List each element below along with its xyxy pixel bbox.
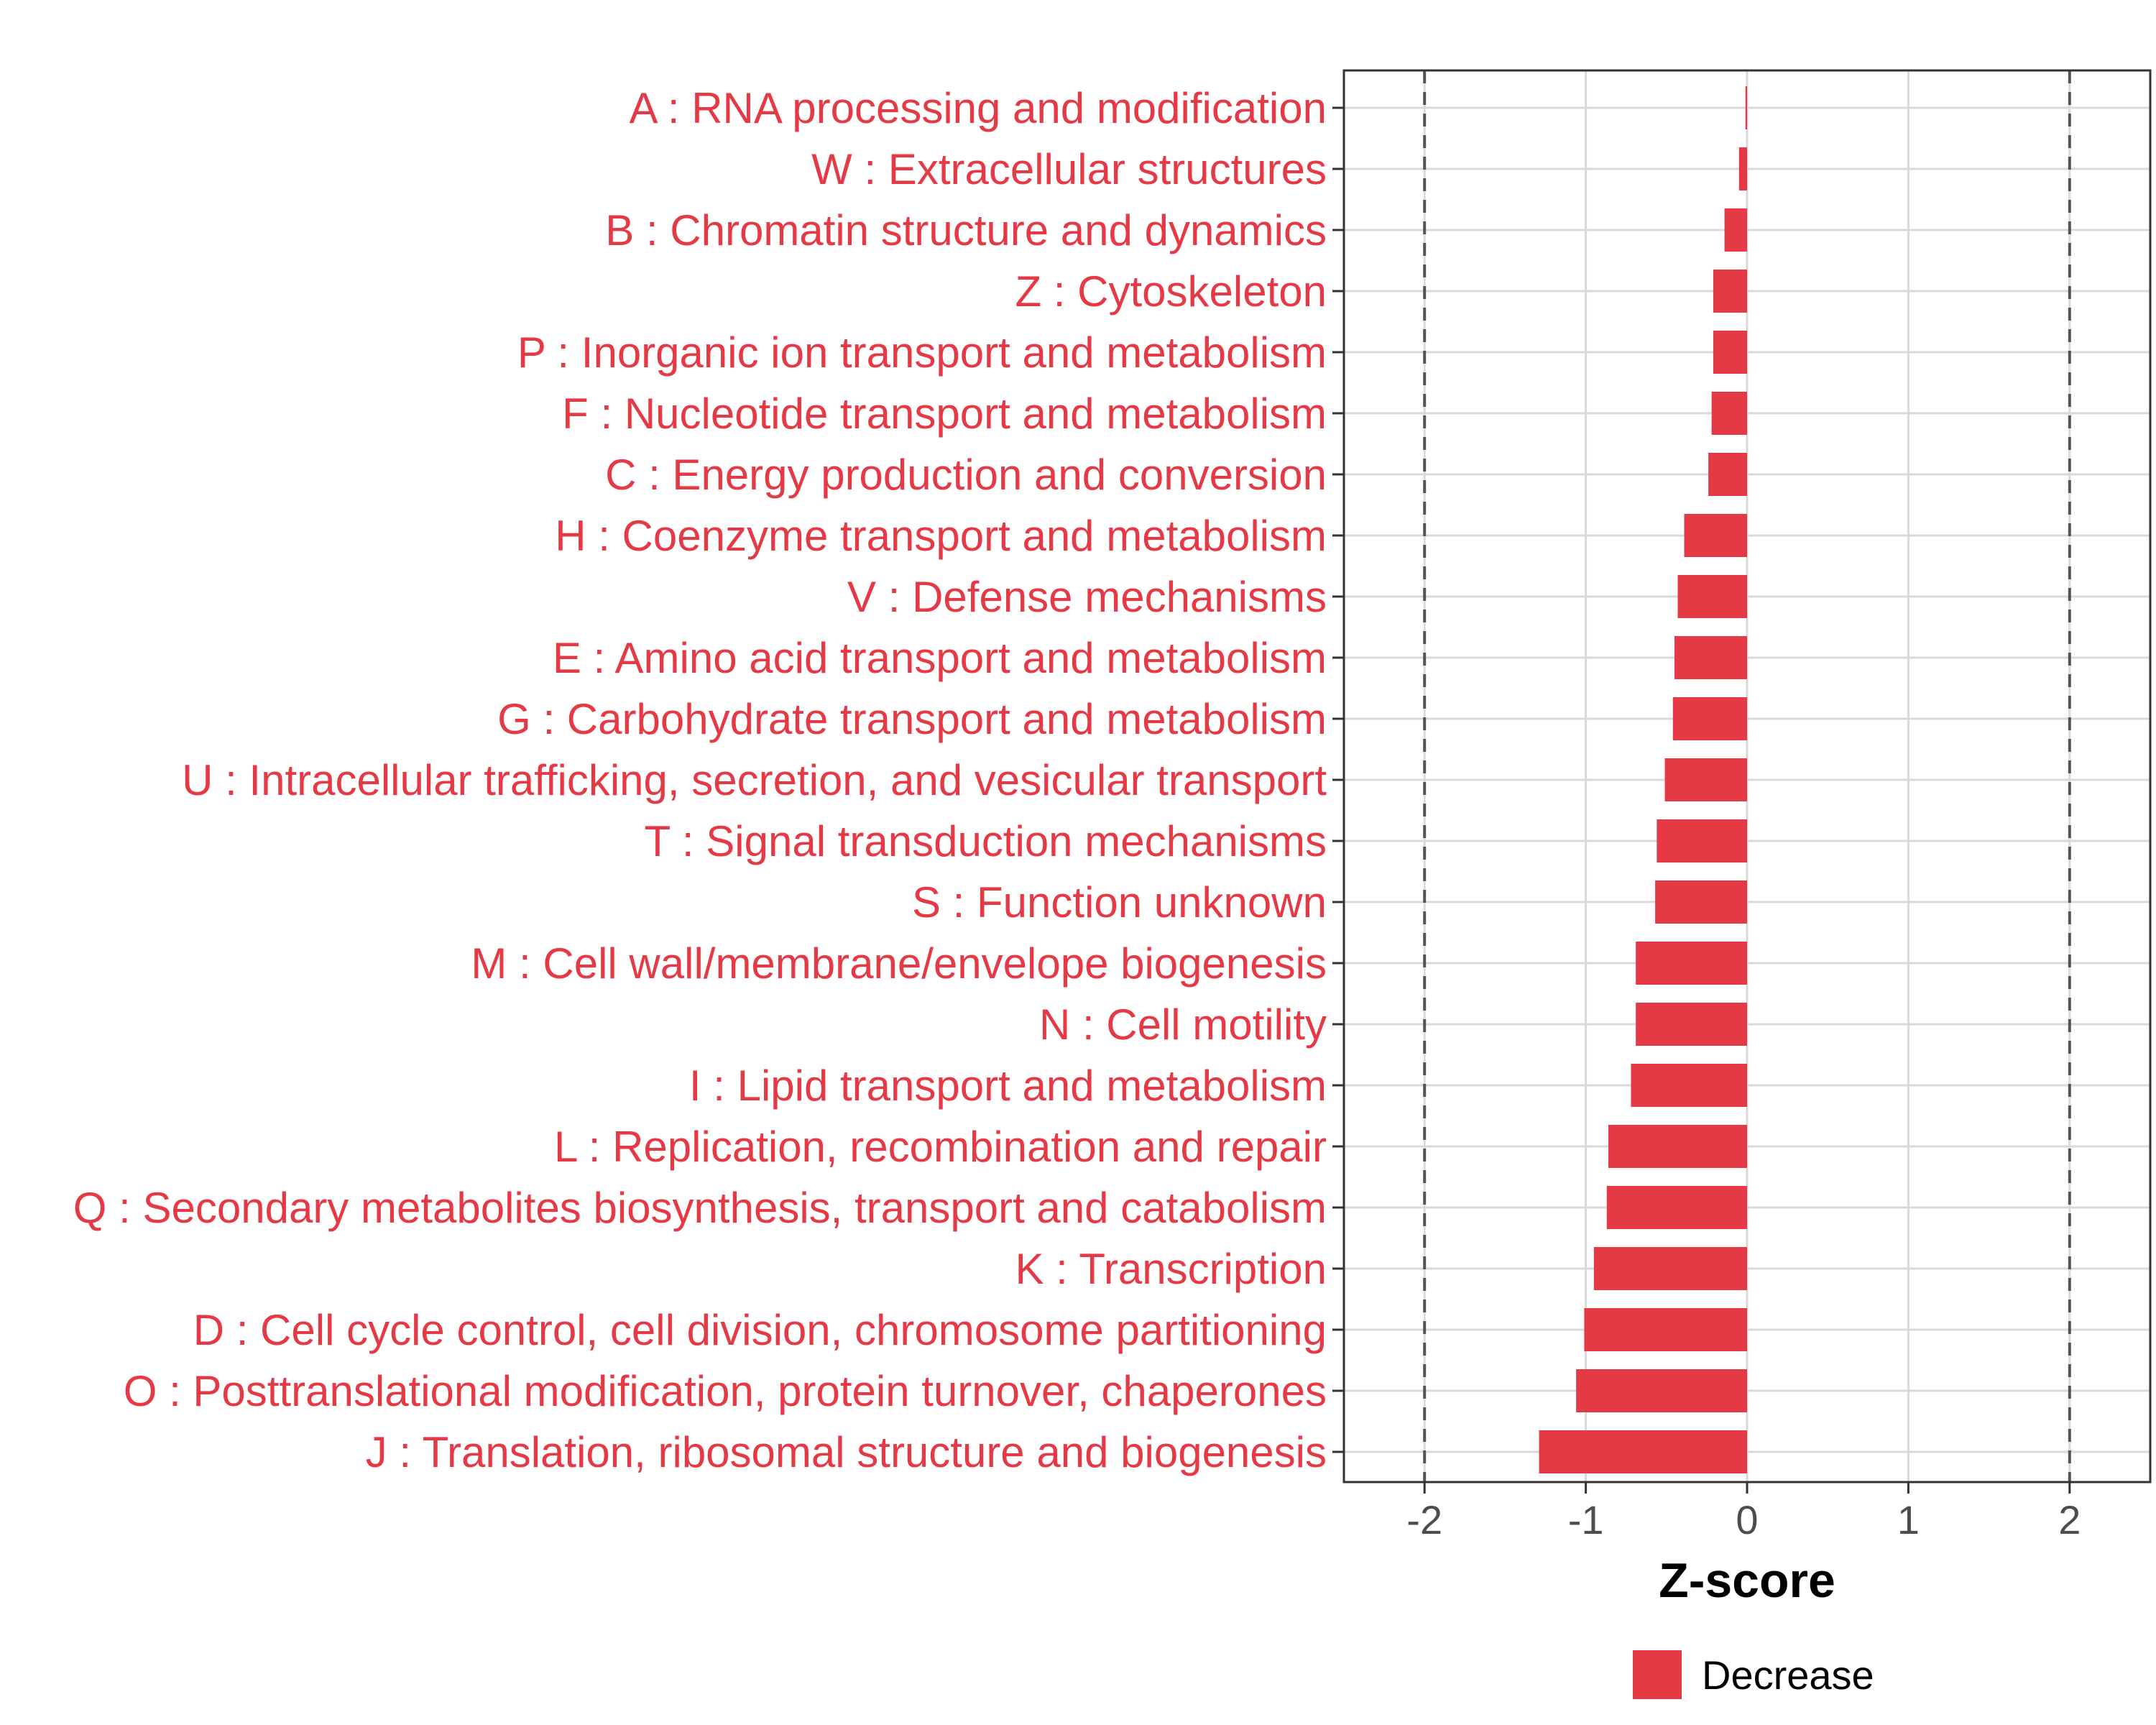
bar <box>1674 636 1747 679</box>
category-label: N : Cell motility <box>1039 1000 1327 1049</box>
category-label: G : Carbohydrate transport and metabolis… <box>497 695 1327 743</box>
y-axis-ticks <box>1332 106 1344 1453</box>
bar <box>1672 697 1747 740</box>
bar <box>1711 392 1747 435</box>
bar <box>1636 942 1747 985</box>
x-tick-label: 0 <box>1736 1497 1758 1542</box>
category-label: T : Signal transduction mechanisms <box>645 817 1327 865</box>
category-label: I : Lipid transport and metabolism <box>689 1062 1327 1110</box>
category-label: W : Extracellular structures <box>811 145 1327 193</box>
x-axis-tick-labels: -2 -1 0 1 2 <box>1406 1497 2081 1542</box>
category-label: D : Cell cycle control, cell division, c… <box>193 1306 1327 1354</box>
bar <box>1677 575 1747 618</box>
x-tick-label: 1 <box>1897 1497 1920 1542</box>
category-label: J : Translation, ribosomal structure and… <box>366 1428 1327 1476</box>
category-label: Z : Cytoskeleton <box>1015 267 1327 316</box>
legend-label-decrease: Decrease <box>1702 1652 1874 1698</box>
bar <box>1724 208 1747 252</box>
bar <box>1608 1125 1747 1168</box>
category-label: A : RNA processing and modification <box>629 84 1327 132</box>
bar <box>1636 1003 1747 1046</box>
bar <box>1584 1308 1747 1351</box>
x-axis-ticks <box>1423 1482 2071 1494</box>
category-label: V : Defense mechanisms <box>847 573 1327 621</box>
x-axis-title: Z-score <box>1659 1553 1835 1608</box>
legend-swatch-decrease <box>1633 1650 1682 1699</box>
category-label: Q : Secondary metabolites biosynthesis, … <box>73 1184 1327 1232</box>
x-tick-label: -2 <box>1406 1497 1442 1542</box>
category-label: M : Cell wall/membrane/envelope biogenes… <box>471 939 1327 988</box>
category-label: E : Amino acid transport and metabolism <box>553 634 1327 682</box>
category-label: K : Transcription <box>1015 1245 1327 1293</box>
category-label: P : Inorganic ion transport and metaboli… <box>517 328 1327 377</box>
category-label: L : Replication, recombination and repai… <box>554 1123 1327 1171</box>
bar <box>1576 1369 1747 1412</box>
y-axis-category-labels: A : RNA processing and modification W : E… <box>73 84 1327 1476</box>
bar <box>1745 86 1747 129</box>
x-tick-label: -1 <box>1568 1497 1604 1542</box>
bar <box>1539 1430 1747 1473</box>
bar <box>1708 453 1747 496</box>
bar <box>1684 514 1747 557</box>
bar <box>1713 270 1747 313</box>
bar <box>1631 1064 1747 1107</box>
category-label: U : Intracellular trafficking, secretion… <box>182 756 1327 804</box>
bar <box>1657 819 1747 862</box>
bars <box>1539 86 1747 1473</box>
legend: Decrease <box>1633 1650 1874 1699</box>
category-label: C : Energy production and conversion <box>605 451 1327 499</box>
bar <box>1655 880 1747 924</box>
category-label: B : Chromatin structure and dynamics <box>605 206 1327 254</box>
reference-lines <box>1423 70 2071 1482</box>
bar <box>1738 147 1747 190</box>
category-label: S : Function unknown <box>912 878 1327 926</box>
category-label: O : Posttranslational modification, prot… <box>124 1367 1327 1415</box>
bar <box>1606 1186 1747 1229</box>
category-label: H : Coenzyme transport and metabolism <box>555 512 1327 560</box>
category-label: F : Nucleotide transport and metabolism <box>562 390 1327 438</box>
bar <box>1593 1247 1747 1290</box>
x-tick-label: 2 <box>2058 1497 2081 1542</box>
bar <box>1664 758 1747 801</box>
bar <box>1713 331 1747 374</box>
